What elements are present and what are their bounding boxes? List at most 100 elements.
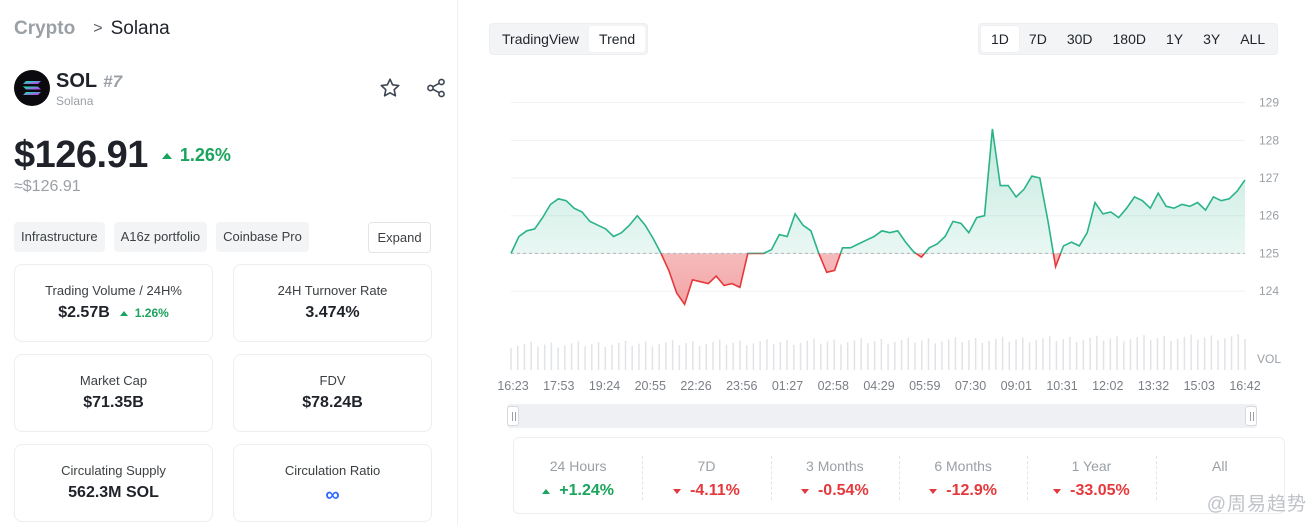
y-tick-label: 126 <box>1259 209 1279 223</box>
perf-value: -33.05% <box>1027 482 1155 500</box>
perf-col-24-hours[interactable]: 24 Hours +1.24% <box>514 438 642 513</box>
watermark: @周易趋势 <box>1207 489 1307 516</box>
x-tick-label: 13:32 <box>1138 379 1169 393</box>
perf-col-3-months[interactable]: 3 Months -0.54% <box>770 438 899 513</box>
x-tick-label: 01:27 <box>772 379 803 393</box>
x-tick-label: 12:02 <box>1092 379 1123 393</box>
price-change-value: 1.26% <box>179 145 231 165</box>
stat-value: 3.474% <box>305 304 360 321</box>
vol-label: VOL <box>1257 352 1281 366</box>
up-arrow-icon <box>119 310 128 316</box>
y-tick-label: 128 <box>1259 133 1279 147</box>
perf-label: 1 Year <box>1071 458 1112 474</box>
breadcrumb: Crypto > Solana <box>14 18 170 40</box>
slider-handle-right[interactable] <box>1245 406 1257 426</box>
price-row: $126.91 1.26% <box>14 134 231 177</box>
trading-volume-change-value: 1.26% <box>134 306 169 320</box>
x-tick-label: 05:59 <box>909 379 940 393</box>
x-tick-label: 16:23 <box>497 379 528 393</box>
range-180d[interactable]: 180D <box>1112 31 1146 47</box>
perf-value: -0.54% <box>771 482 899 500</box>
range-selector: 1D 7D 30D 180D 1Y 3Y ALL <box>978 23 1279 55</box>
coin-header: SOL #7 Solana <box>14 70 122 108</box>
stat-fdv: FDV $78.24B <box>233 354 432 432</box>
infinity-value: ∞ <box>325 484 340 506</box>
perf-value: +1.24% <box>514 482 642 500</box>
stat-label: Circulation Ratio <box>284 463 381 478</box>
trading-volume-change: 1.26% <box>119 306 169 320</box>
y-tick-label: 127 <box>1259 171 1279 185</box>
performance-table: 24 Hours +1.24% 7D -4.11% 3 Months -0.54% 6 Mo… <box>513 437 1285 514</box>
tag-list: Infrastructure A16z portfolio Coinbase P… <box>14 222 309 252</box>
stat-value: $2.57B 1.26% <box>15 304 212 322</box>
range-7d[interactable]: 7D <box>1028 31 1047 47</box>
y-tick-label: 129 <box>1259 96 1279 110</box>
perf-label: 6 Months <box>934 458 992 474</box>
stat-value: 562.3M SOL <box>68 484 159 501</box>
range-1d[interactable]: 1D <box>981 26 1019 52</box>
up-arrow-icon <box>161 152 172 159</box>
range-1y[interactable]: 1Y <box>1165 31 1184 47</box>
trading-volume-value: $2.57B <box>58 304 110 321</box>
y-tick-label: 124 <box>1259 284 1279 298</box>
solana-logo <box>14 70 50 106</box>
current-price: $126.91 <box>14 134 148 176</box>
x-tick-label: 23:56 <box>726 379 757 393</box>
tag-infrastructure[interactable]: Infrastructure <box>14 222 105 252</box>
chart-range-slider[interactable] <box>507 404 1257 428</box>
range-30d[interactable]: 30D <box>1066 31 1093 47</box>
panel-divider <box>457 0 458 525</box>
coin-info-panel: Crypto > Solana SOL #7 Sola <box>0 0 457 525</box>
x-tick-label: 19:24 <box>589 379 620 393</box>
y-tick-label: 125 <box>1259 246 1279 260</box>
share-icon[interactable] <box>424 76 448 100</box>
expand-button[interactable]: Expand <box>368 222 431 253</box>
star-icon[interactable] <box>378 76 402 100</box>
perf-label: 3 Months <box>806 458 864 474</box>
stat-trading-volume: Trading Volume / 24H% $2.57B 1.26% <box>14 264 213 342</box>
slider-handle-left[interactable] <box>507 406 519 426</box>
header-actions <box>378 76 448 100</box>
x-tick-label: 09:01 <box>1001 379 1032 393</box>
coin-symbol: SOL <box>56 70 98 92</box>
price-line-up <box>510 128 1246 254</box>
down-arrow-icon <box>800 488 809 494</box>
area-below-baseline <box>511 253 1245 305</box>
down-arrow-icon <box>929 488 938 494</box>
tag-coinbase-pro[interactable]: Coinbase Pro <box>216 222 309 252</box>
x-tick-label: 04:29 <box>863 379 894 393</box>
up-arrow-icon <box>542 488 551 494</box>
down-arrow-icon <box>1053 488 1062 494</box>
perf-col-1-year[interactable]: 1 Year -33.05% <box>1027 438 1155 513</box>
x-tick-label: 07:30 <box>955 379 986 393</box>
stat-circulating-supply: Circulating Supply 562.3M SOL <box>14 444 213 522</box>
coin-rank: #7 <box>103 72 123 91</box>
perf-col-all[interactable]: All <box>1155 438 1284 513</box>
stat-value: ∞ <box>234 484 431 507</box>
stat-label: Trading Volume / 24H% <box>45 283 182 298</box>
perf-label: 24 Hours <box>549 458 607 474</box>
range-all[interactable]: ALL <box>1240 31 1266 47</box>
x-tick-label: 20:55 <box>635 379 666 393</box>
perf-col-6-months[interactable]: 6 Months -12.9% <box>898 438 1027 513</box>
stat-label: Market Cap <box>79 373 148 388</box>
stat-turnover-rate: 24H Turnover Rate 3.474% <box>233 264 432 342</box>
tag-a16z-portfolio[interactable]: A16z portfolio <box>113 222 208 252</box>
stat-label: FDV <box>319 373 346 388</box>
price-approx: ≈$126.91 <box>14 178 81 195</box>
x-tick-label: 02:58 <box>818 379 849 393</box>
tab-tradingview[interactable]: TradingView <box>502 31 580 47</box>
perf-label: All <box>1212 458 1228 474</box>
breadcrumb-crypto[interactable]: Crypto <box>14 18 76 39</box>
perf-value: -12.9% <box>899 482 1027 500</box>
price-chart[interactable]: 124 125 126 127 128 129 VOL 16:23 17:53 19:24 20:5… <box>495 70 1305 410</box>
perf-col-7d[interactable]: 7D -4.11% <box>642 438 770 513</box>
range-3y[interactable]: 3Y <box>1203 31 1221 47</box>
chart-type-toggle: TradingView Trend <box>489 23 649 55</box>
tab-trend[interactable]: Trend <box>589 26 646 52</box>
stat-circulation-ratio: Circulation Ratio ∞ <box>233 444 432 522</box>
x-tick-label: 16:42 <box>1229 379 1260 393</box>
perf-label: 7D <box>697 458 716 474</box>
x-tick-label: 17:53 <box>543 379 574 393</box>
coin-full-name: Solana <box>56 94 94 108</box>
